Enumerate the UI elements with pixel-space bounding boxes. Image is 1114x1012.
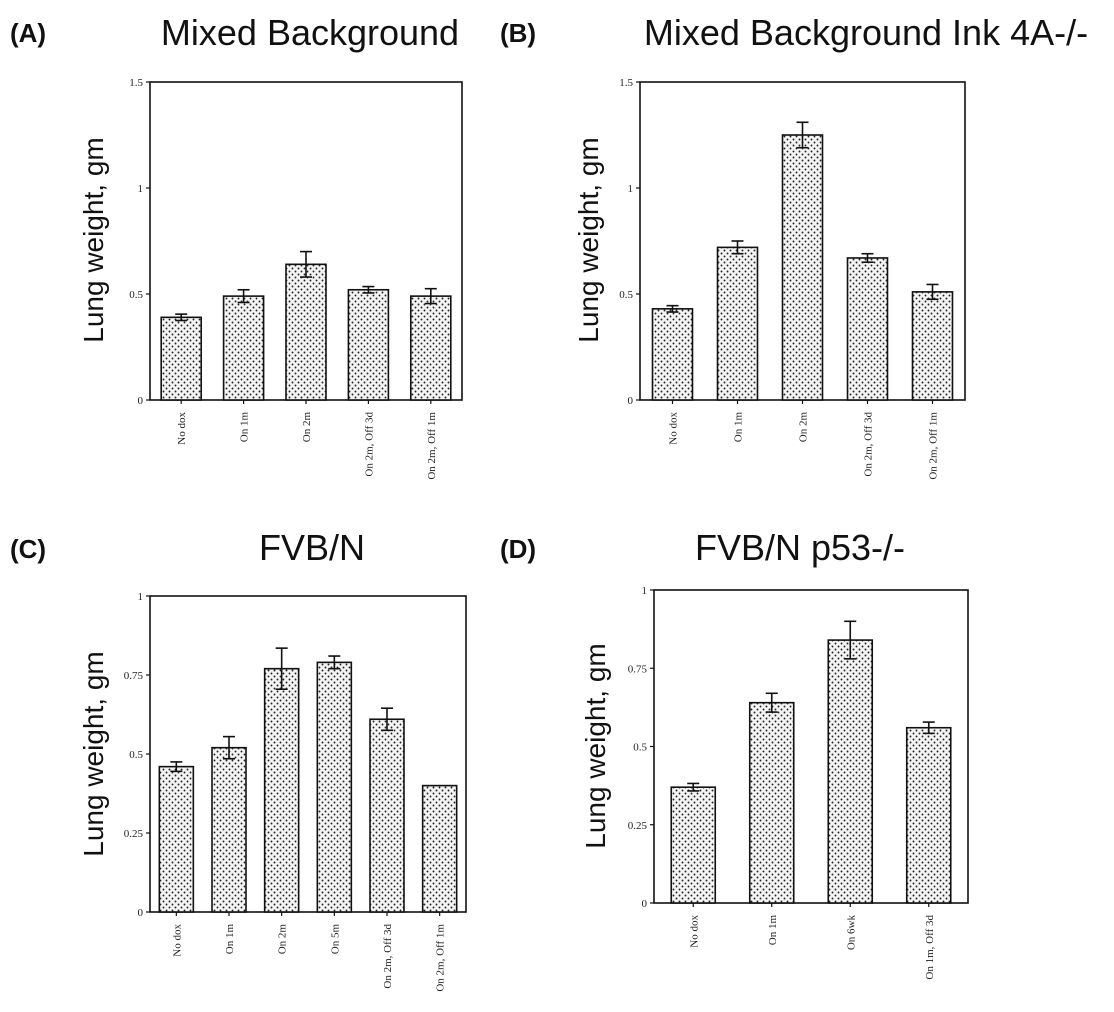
bar	[369, 718, 405, 913]
bar	[716, 246, 759, 401]
bar	[421, 784, 458, 913]
chart-panel-4: (D) FVB/N p53-/- Lung weight, gm 0 0.25 0.5 0.…	[500, 527, 969, 980]
y-tick-label: 1	[138, 183, 144, 195]
x-tick-label: On 1m, Off 3d	[924, 915, 936, 980]
x-tick-label: No dox	[688, 915, 700, 948]
x-tick-label: No dox	[668, 412, 680, 445]
x-tick-label: On 2m	[798, 412, 810, 443]
y-tick-label: 0	[138, 395, 144, 407]
y-tick-label: 1	[138, 591, 144, 603]
bar	[160, 316, 202, 401]
x-tick-label: On 1m	[733, 412, 745, 443]
chart-title: Mixed Background Ink 4A-/-	[644, 12, 1088, 53]
y-tick-label: 0.25	[124, 828, 144, 840]
bar	[285, 263, 327, 401]
x-tick-label: On 2m, Off 1m	[435, 924, 447, 992]
y-tick-label: 1	[642, 585, 648, 597]
bar	[263, 667, 300, 913]
chart-title: FVB/N	[259, 527, 365, 568]
x-tick-label: On 1m	[239, 412, 251, 443]
x-tick-label: On 1m	[767, 915, 779, 946]
y-tick-label: 1	[628, 183, 634, 195]
panel-letter: (D)	[500, 534, 536, 564]
bar	[211, 746, 247, 913]
chart-title: Mixed Background	[161, 12, 459, 53]
x-tick-label: On 2m	[277, 924, 289, 955]
panel-letter: (B)	[500, 18, 536, 48]
y-tick-label: 1.5	[129, 77, 143, 89]
bar	[827, 639, 874, 904]
y-tick-label: 0.5	[129, 289, 143, 301]
x-tick-label: On 2m	[301, 412, 313, 443]
bar	[846, 257, 889, 401]
y-tick-label: 0.75	[628, 663, 648, 675]
y-tick-label: 0.5	[619, 289, 633, 301]
chart-title: FVB/N p53-/-	[695, 527, 905, 568]
plot-frame	[149, 595, 467, 913]
y-tick-label: 1.5	[619, 77, 633, 89]
bar	[905, 726, 952, 904]
x-tick-label: On 1m	[224, 924, 236, 955]
y-tick-label: 0.75	[124, 670, 144, 682]
bar	[158, 765, 195, 913]
bar	[347, 288, 390, 401]
x-tick-label: On 2m, Off 1m	[426, 412, 438, 480]
y-axis-label: Lung weight, gm	[78, 137, 109, 342]
chart-panel-1: (A) Mixed Background Lung weight, gm 0 0.5 1 1…	[10, 12, 463, 480]
x-tick-label: On 5m	[329, 924, 341, 955]
y-tick-label: 0	[642, 898, 648, 910]
y-tick-label: 0	[138, 907, 144, 919]
y-tick-label: 0.5	[633, 742, 647, 754]
y-axis-label: Lung weight, gm	[78, 651, 109, 856]
x-tick-label: On 2m, Off 3d	[382, 924, 394, 989]
bar	[670, 786, 717, 904]
bar	[651, 308, 694, 401]
x-tick-label: On 2m, Off 1m	[928, 412, 940, 480]
x-tick-label: On 2m, Off 3d	[863, 412, 875, 477]
x-tick-label: No dox	[176, 412, 188, 445]
bar	[781, 134, 824, 401]
x-tick-label: No dox	[171, 924, 183, 957]
panel-letter: (C)	[10, 534, 46, 564]
bar	[911, 291, 954, 401]
y-axis-label: Lung weight, gm	[573, 137, 604, 342]
chart-panel-2: (B) Mixed Background Ink 4A-/- Lung weight…	[500, 12, 1088, 480]
x-tick-label: On 6wk	[845, 915, 857, 951]
y-tick-label: 0	[628, 395, 634, 407]
y-tick-label: 0.25	[628, 820, 648, 832]
y-tick-label: 0.5	[129, 749, 143, 761]
panel-letter: (A)	[10, 18, 46, 48]
y-axis-label: Lung weight, gm	[580, 643, 611, 848]
bar	[222, 295, 265, 401]
bar	[316, 661, 353, 913]
chart-panel-3: (C) FVB/N Lung weight, gm 0 0.25 0.5 0.75 1 No d…	[10, 527, 467, 992]
bar	[748, 701, 795, 904]
x-tick-label: On 2m, Off 3d	[363, 412, 375, 477]
bar	[409, 295, 452, 401]
